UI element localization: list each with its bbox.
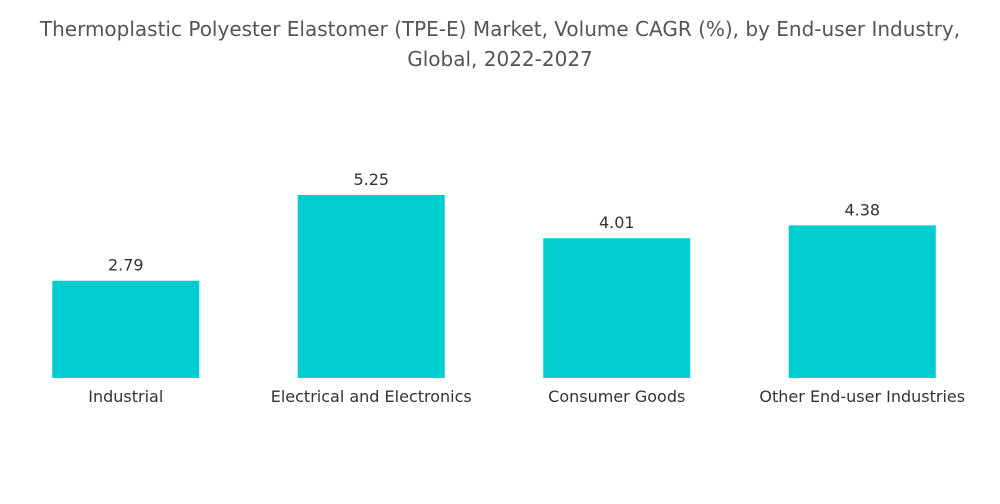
bar (297, 195, 445, 378)
x-tick-label: Electrical and Electronics (271, 387, 472, 406)
bar (52, 280, 200, 378)
x-tick-label: Other End-user Industries (759, 387, 965, 406)
value-label: 5.25 (353, 170, 389, 189)
value-label: 4.38 (844, 200, 880, 219)
x-tick-label: Industrial (88, 387, 163, 406)
value-label: 2.79 (108, 256, 144, 275)
bar (788, 225, 936, 378)
bar (543, 238, 691, 378)
x-tick-label: Consumer Goods (548, 387, 685, 406)
value-label: 4.01 (599, 213, 635, 232)
chart-title: Thermoplastic Polyester Elastomer (TPE-E… (39, 17, 961, 71)
